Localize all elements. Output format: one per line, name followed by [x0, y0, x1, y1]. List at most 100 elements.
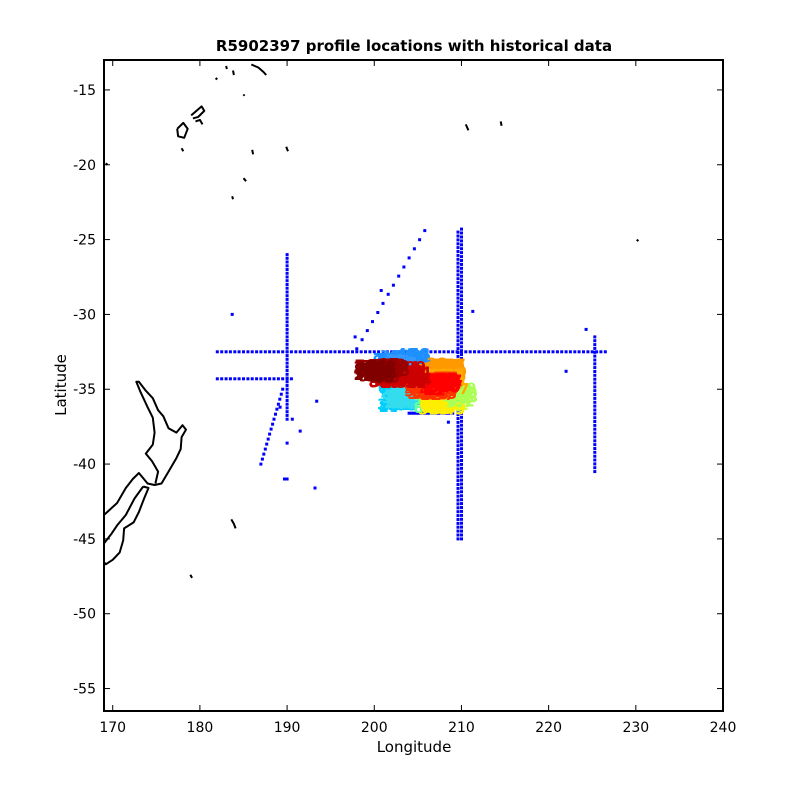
profile-marker: 51	[448, 396, 469, 414]
profile-marker: 66	[402, 349, 423, 367]
profile-marker: 19	[421, 393, 442, 411]
historical-point	[456, 463, 460, 467]
historical-point	[456, 502, 460, 506]
profile-marker: 15	[381, 387, 402, 405]
profile-marker: 24	[434, 356, 455, 374]
historical-point	[593, 450, 597, 454]
historical-point	[259, 462, 263, 466]
historical-point	[355, 350, 359, 354]
profile-marker: 97	[363, 367, 384, 385]
profile-marker: 28	[443, 367, 464, 385]
profile-marker: 27	[394, 357, 415, 375]
historical-point	[283, 477, 286, 481]
profile-marker: 12	[406, 374, 427, 392]
historical-point	[460, 364, 463, 368]
profile-marker: 67	[440, 361, 461, 379]
historical-point	[446, 350, 450, 354]
profile-marker: 13	[424, 391, 445, 409]
profile-marker: 47	[429, 356, 450, 374]
profile-marker: 40	[440, 358, 461, 376]
profile-marker: 44	[398, 388, 419, 406]
historical-point	[444, 411, 448, 415]
profile-marker: 41	[436, 387, 457, 405]
profile-marker: 13	[416, 361, 437, 379]
historical-point	[237, 377, 241, 381]
profile-marker: 51	[423, 364, 444, 382]
profile-marker: 62	[398, 372, 419, 390]
historical-point	[272, 417, 276, 421]
historical-point	[456, 525, 460, 529]
historical-point	[285, 279, 289, 283]
profile-marker: 14	[422, 397, 443, 415]
historical-point	[285, 357, 289, 361]
profile-marker: 97	[366, 367, 387, 385]
coastline-segment	[189, 574, 193, 579]
profile-marker: 69	[416, 371, 437, 389]
y-tick-label: -35	[73, 382, 96, 398]
profile-marker: 17	[427, 362, 448, 380]
historical-point	[456, 385, 460, 389]
profile-marker: 42	[396, 345, 417, 363]
historical-point	[268, 377, 272, 381]
historical-point	[426, 411, 429, 415]
profile-marker: 57	[442, 377, 463, 395]
profile-marker: 53	[457, 389, 478, 407]
historical-point	[385, 350, 389, 354]
profile-marker: 46	[428, 400, 449, 418]
profile-marker: 61	[434, 370, 455, 388]
historical-point	[456, 444, 460, 448]
profile-marker: 57	[388, 358, 409, 376]
historical-point	[228, 350, 232, 354]
profile-marker: 19	[411, 353, 432, 371]
x-tick-label: 190	[274, 720, 301, 736]
historical-point	[386, 292, 390, 296]
profile-marker: 99	[420, 373, 441, 391]
historical-point	[365, 329, 369, 333]
coastline-segment	[230, 518, 237, 529]
profile-marker: 78	[429, 362, 450, 380]
profile-marker: 32	[369, 356, 390, 374]
profile-marker: 92	[401, 347, 422, 365]
historical-point	[456, 230, 460, 234]
historical-point	[516, 350, 520, 354]
historical-point	[460, 368, 463, 372]
profile-marker: 14	[380, 384, 401, 402]
profile-marker: 16	[426, 396, 447, 414]
profile-marker: 86	[440, 377, 461, 395]
profile-marker: 94	[442, 383, 463, 401]
historical-point	[360, 338, 364, 342]
historical-point	[456, 432, 460, 436]
profile-marker: 12	[387, 386, 408, 404]
historical-point	[460, 388, 463, 392]
profile-marker: 79	[355, 356, 376, 374]
profile-marker: 49	[379, 398, 400, 416]
profile-marker: 28	[426, 354, 447, 372]
profile-marker: 67	[424, 375, 445, 393]
profile-marker: 92	[394, 347, 415, 365]
profile-marker: 92	[376, 354, 397, 372]
historical-point	[460, 255, 463, 259]
profile-marker: 94	[414, 380, 435, 398]
historical-point	[460, 533, 463, 537]
historical-point	[285, 377, 289, 381]
historical-point	[456, 234, 460, 238]
profile-marker: 76	[383, 357, 404, 375]
profile-marker: 79	[433, 373, 454, 391]
profile-marker: 30	[428, 398, 449, 416]
profile-marker: 31	[390, 388, 411, 406]
profile-marker: 21	[368, 360, 389, 378]
profile-marker: 69	[405, 371, 426, 389]
profile-marker: 31	[380, 372, 401, 390]
profile-marker: 80	[444, 358, 465, 376]
historical-point	[494, 350, 498, 354]
profile-marker: 42	[365, 358, 386, 376]
profile-marker: 79	[397, 395, 418, 413]
profile-marker: 13	[385, 357, 406, 375]
y-tick-label: -20	[73, 158, 96, 174]
historical-point	[421, 411, 425, 415]
profile-marker: 93	[410, 350, 431, 368]
historical-point	[224, 377, 228, 381]
profile-marker: 12	[408, 372, 429, 390]
historical-point	[432, 411, 436, 415]
